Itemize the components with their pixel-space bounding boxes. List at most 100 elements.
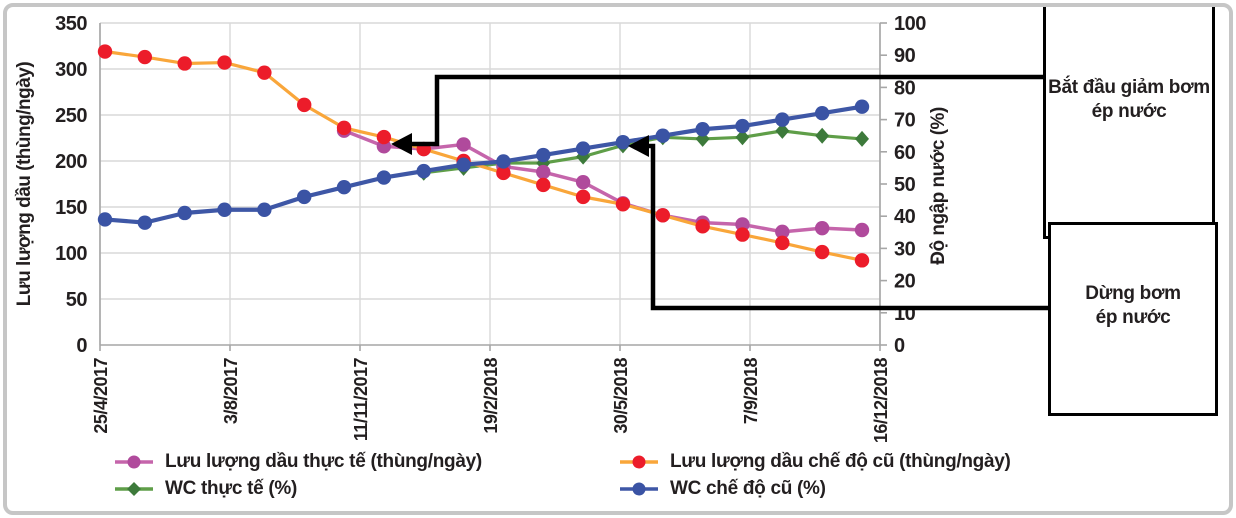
data-point bbox=[615, 134, 631, 150]
data-point bbox=[137, 215, 153, 230]
data-point bbox=[177, 205, 192, 221]
data-point bbox=[775, 112, 790, 127]
data-point bbox=[257, 65, 272, 80]
data-point bbox=[416, 163, 431, 179]
series-oil-actual bbox=[336, 123, 870, 240]
right-tick-label: 0 bbox=[894, 335, 905, 357]
right-tick-label: 30 bbox=[894, 238, 916, 260]
data-point bbox=[854, 222, 870, 238]
data-point bbox=[575, 174, 591, 190]
legend-label: Lưu lượng dầu thực tế (thùng/ngày) bbox=[165, 451, 482, 472]
data-point bbox=[695, 122, 710, 137]
right-tick-label: 80 bbox=[894, 77, 916, 99]
data-point bbox=[217, 55, 232, 70]
arrowhead-icon bbox=[391, 133, 412, 155]
right-tick-label: 70 bbox=[894, 110, 916, 132]
annotation-text-line: Bắt đầu giảm bơm bbox=[1048, 77, 1210, 99]
data-point bbox=[97, 212, 113, 227]
connector-start-reduce-injection bbox=[391, 74, 1043, 155]
data-point bbox=[257, 202, 272, 217]
data-point bbox=[735, 227, 750, 242]
data-point bbox=[536, 164, 551, 180]
data-point bbox=[815, 127, 830, 144]
left-tick-label: 150 bbox=[55, 197, 87, 219]
circle-marker-icon bbox=[632, 482, 646, 496]
data-point bbox=[775, 235, 790, 251]
connector-stop-injection bbox=[628, 135, 1048, 311]
data-point bbox=[854, 99, 870, 114]
left-axis-tick-labels: 0 50 100 150 200 250 300 350 bbox=[55, 13, 88, 357]
legend-item-oil-old-regime: Lưu lượng dầu chế độ cũ (thùng/ngày) bbox=[618, 451, 1011, 473]
annotation-box-stop-injection: Dừng bơm ép nước bbox=[1048, 222, 1218, 416]
connector-line bbox=[648, 143, 1048, 311]
data-point bbox=[655, 208, 670, 223]
right-tick-label: 60 bbox=[894, 142, 916, 164]
right-tick-label: 90 bbox=[894, 45, 916, 67]
data-point bbox=[735, 129, 750, 146]
data-point bbox=[615, 197, 631, 212]
data-point bbox=[775, 224, 790, 240]
data-point bbox=[695, 219, 710, 234]
circle-marker-icon bbox=[127, 455, 141, 469]
series-oil-old-regime bbox=[97, 44, 870, 268]
data-point bbox=[735, 217, 750, 232]
data-point bbox=[575, 189, 591, 205]
right-axis-title: Độ ngập nước (%) bbox=[928, 107, 949, 265]
data-point bbox=[177, 56, 192, 71]
data-point bbox=[137, 49, 153, 65]
data-point bbox=[814, 220, 830, 236]
x-tick-label: 7/9/2018 bbox=[741, 358, 761, 425]
arrowhead-icon bbox=[628, 135, 649, 157]
left-tick-label: 200 bbox=[55, 151, 87, 173]
x-axis-tick-labels: 25/4/2017 3/8/2017 11/11/2017 19/2/2018 30/5… bbox=[91, 358, 891, 444]
data-point bbox=[456, 137, 471, 152]
data-point bbox=[217, 202, 232, 217]
left-tick-label: 350 bbox=[55, 13, 87, 35]
data-point bbox=[536, 177, 551, 193]
x-tick-label: 19/2/2018 bbox=[481, 358, 501, 434]
legend-label: WC thực tế (%) bbox=[165, 478, 297, 499]
data-point bbox=[297, 97, 312, 113]
right-tick-label: 50 bbox=[894, 174, 916, 196]
data-point bbox=[97, 44, 113, 59]
x-tick-label: 3/8/2017 bbox=[221, 358, 241, 425]
data-point bbox=[814, 105, 830, 121]
legend-item-wc-actual: WC thực tế (%) bbox=[113, 478, 618, 500]
x-tick-label: 16/12/2018 bbox=[871, 358, 891, 444]
x-tick-label: 30/5/2018 bbox=[611, 358, 631, 434]
data-point bbox=[496, 154, 511, 169]
data-point bbox=[854, 253, 870, 268]
legend-marker-wc-actual bbox=[115, 482, 153, 496]
data-point bbox=[376, 170, 392, 185]
legend-item-oil-actual: Lưu lượng dầu thực tế (thùng/ngày) bbox=[113, 451, 618, 473]
annotation-box-start-reduce-injection: Bắt đầu giảm bơm ép nước bbox=[1043, 3, 1215, 239]
left-axis-title: Lưu lượng dầu (thùng/ngày) bbox=[14, 62, 35, 307]
left-tick-label: 0 bbox=[76, 335, 87, 357]
data-point bbox=[575, 141, 591, 156]
data-point bbox=[735, 118, 750, 134]
legend-item-wc-old-regime: WC chế độ cũ (%) bbox=[618, 478, 1011, 500]
data-point bbox=[655, 128, 670, 143]
annotation-text-line: ép nước bbox=[1095, 307, 1171, 328]
diamond-marker-icon bbox=[127, 482, 141, 496]
legend-marker-oil-actual bbox=[115, 455, 153, 469]
x-tick-label: 11/11/2017 bbox=[351, 358, 371, 442]
legend-marker-oil-old-regime bbox=[620, 455, 658, 469]
left-tick-label: 100 bbox=[55, 243, 87, 265]
right-tick-label: 100 bbox=[894, 13, 926, 35]
data-point bbox=[814, 244, 830, 260]
left-tick-label: 250 bbox=[55, 105, 87, 127]
data-point bbox=[336, 180, 352, 195]
chart-legend: Lưu lượng dầu thực tế (thùng/ngày) Lưu l… bbox=[113, 451, 1011, 500]
annotation-text-line: Dừng bơm bbox=[1085, 283, 1181, 305]
left-tick-label: 300 bbox=[55, 59, 87, 81]
legend-label: Lưu lượng dầu chế độ cũ (thùng/ngày) bbox=[670, 451, 1011, 472]
data-point bbox=[376, 129, 392, 145]
gridlines bbox=[99, 22, 881, 345]
left-tick-label: 50 bbox=[66, 289, 88, 311]
x-tick-label: 25/4/2017 bbox=[91, 358, 111, 434]
data-point bbox=[336, 120, 352, 136]
right-tick-label: 40 bbox=[894, 206, 916, 228]
